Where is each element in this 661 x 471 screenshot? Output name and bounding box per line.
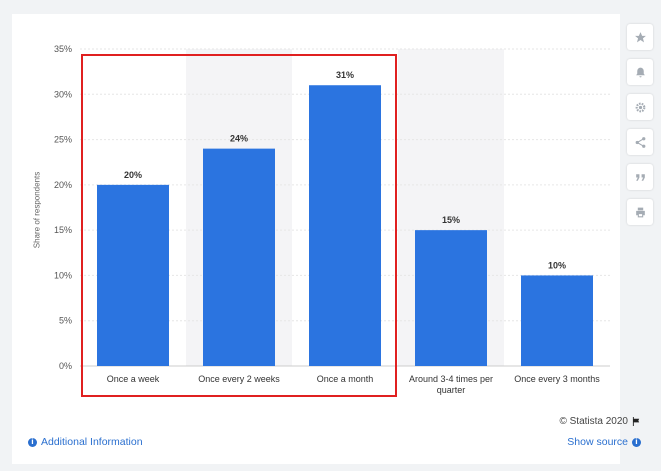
share-button[interactable] bbox=[627, 129, 653, 155]
y-tick-label: 10% bbox=[54, 270, 72, 280]
favorite-button[interactable] bbox=[627, 24, 653, 50]
y-tick-label: 25% bbox=[54, 135, 72, 145]
y-tick-label: 20% bbox=[54, 180, 72, 190]
data-label: 31% bbox=[336, 70, 354, 80]
data-label: 15% bbox=[442, 215, 460, 225]
bar bbox=[309, 85, 381, 366]
additional-info-link[interactable]: i Additional Information bbox=[28, 436, 143, 448]
bar bbox=[521, 275, 593, 366]
cite-button[interactable] bbox=[627, 164, 653, 190]
star-icon bbox=[634, 31, 646, 42]
notification-button[interactable] bbox=[627, 59, 653, 85]
y-tick-label: 0% bbox=[59, 361, 72, 371]
y-tick-label: 30% bbox=[54, 89, 72, 99]
copyright-notice: © Statista 2020 bbox=[559, 416, 641, 427]
data-label: 20% bbox=[124, 170, 142, 180]
x-tick-label: Once a week bbox=[107, 374, 160, 384]
x-tick-label: Once every 3 months bbox=[514, 374, 600, 384]
print-button[interactable] bbox=[627, 199, 653, 225]
data-label: 10% bbox=[548, 260, 566, 270]
x-tick-label: Around 3-4 times per bbox=[409, 374, 493, 384]
sidebar-toolbar bbox=[627, 24, 655, 234]
bar bbox=[415, 230, 487, 366]
bar bbox=[203, 148, 275, 366]
y-axis-label: Share of respondents bbox=[32, 171, 42, 249]
gear-icon bbox=[635, 102, 645, 112]
highlight-box bbox=[81, 54, 397, 397]
y-tick-label: 15% bbox=[54, 225, 72, 235]
x-tick-label: Once a month bbox=[317, 374, 374, 384]
bar bbox=[97, 184, 169, 366]
x-tick-label: Once every 2 weeks bbox=[198, 374, 280, 384]
info-icon: i bbox=[28, 437, 37, 447]
additional-info-label: Additional Information bbox=[41, 436, 143, 448]
flag-icon bbox=[632, 417, 640, 426]
info-icon: i bbox=[632, 437, 641, 447]
show-source-label: Show source bbox=[567, 436, 628, 448]
settings-button[interactable] bbox=[627, 94, 653, 120]
share-icon bbox=[635, 136, 645, 148]
y-tick-label: 5% bbox=[59, 316, 72, 326]
bar-chart: 0% 5% 10% 15% 20% 25% 30% 35% 20% Once a week 24% O… bbox=[54, 44, 610, 397]
print-icon bbox=[635, 207, 645, 217]
bell-icon bbox=[635, 67, 645, 77]
x-tick-label: quarter bbox=[437, 385, 466, 395]
y-tick-label: 35% bbox=[54, 44, 72, 54]
show-source-link[interactable]: Show source i bbox=[567, 436, 641, 448]
quote-icon bbox=[635, 173, 645, 181]
copyright-text: © Statista 2020 bbox=[559, 416, 628, 427]
data-label: 24% bbox=[230, 134, 248, 144]
